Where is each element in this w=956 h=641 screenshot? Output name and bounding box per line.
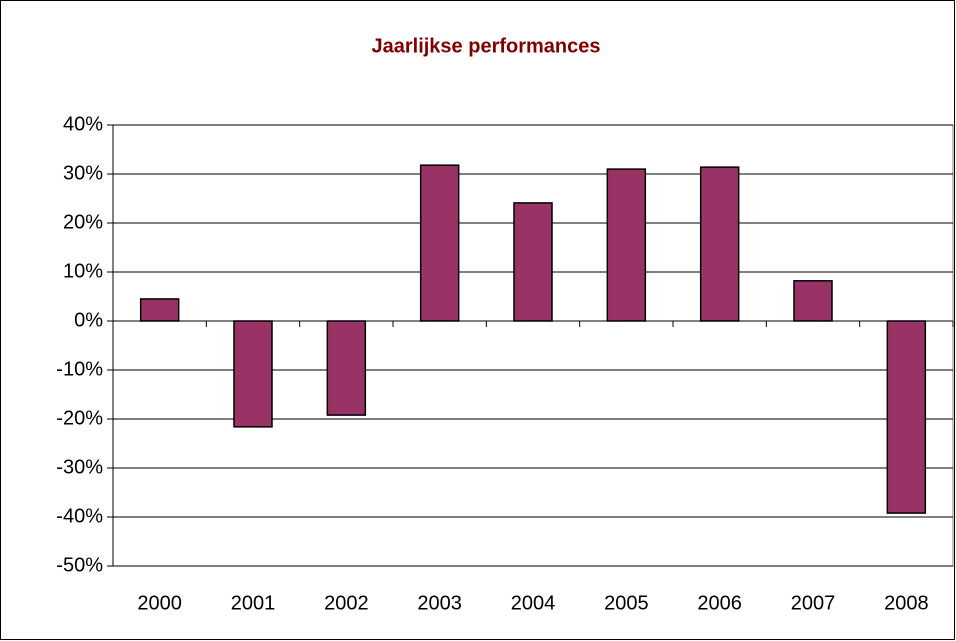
bar: [139, 298, 180, 322]
x-tick-label: 2008: [884, 592, 929, 614]
y-tick-label: 20%: [63, 211, 103, 233]
bar: [513, 202, 553, 322]
y-tick-label: -40%: [56, 505, 103, 527]
x-tick-label: 2006: [697, 592, 742, 614]
x-tick-label: 2001: [231, 592, 276, 614]
bar: [233, 320, 273, 428]
x-tick-label: 2007: [791, 592, 836, 614]
x-tick-label: 2003: [417, 592, 462, 614]
bar: [606, 168, 647, 322]
bar: [326, 320, 367, 416]
bar: [699, 166, 740, 322]
bar: [793, 280, 833, 322]
y-tick-label: -20%: [56, 407, 103, 429]
y-tick-label: 30%: [63, 162, 103, 184]
bar: [886, 320, 927, 514]
y-tick-label: 0%: [74, 309, 103, 331]
y-tick-label: -10%: [56, 358, 103, 380]
y-tick-label: -30%: [56, 456, 103, 478]
chart-title: Jaarlijkse performances: [371, 35, 600, 57]
x-tick-label: 2000: [137, 592, 182, 614]
y-tick-label: 10%: [63, 260, 103, 282]
x-tick-label: 2002: [324, 592, 369, 614]
x-tick-label: 2005: [604, 592, 649, 614]
y-tick-label: -50%: [56, 554, 103, 576]
bar: [419, 164, 460, 322]
y-tick-label: 40%: [63, 113, 103, 135]
x-tick-label: 2004: [511, 592, 556, 614]
